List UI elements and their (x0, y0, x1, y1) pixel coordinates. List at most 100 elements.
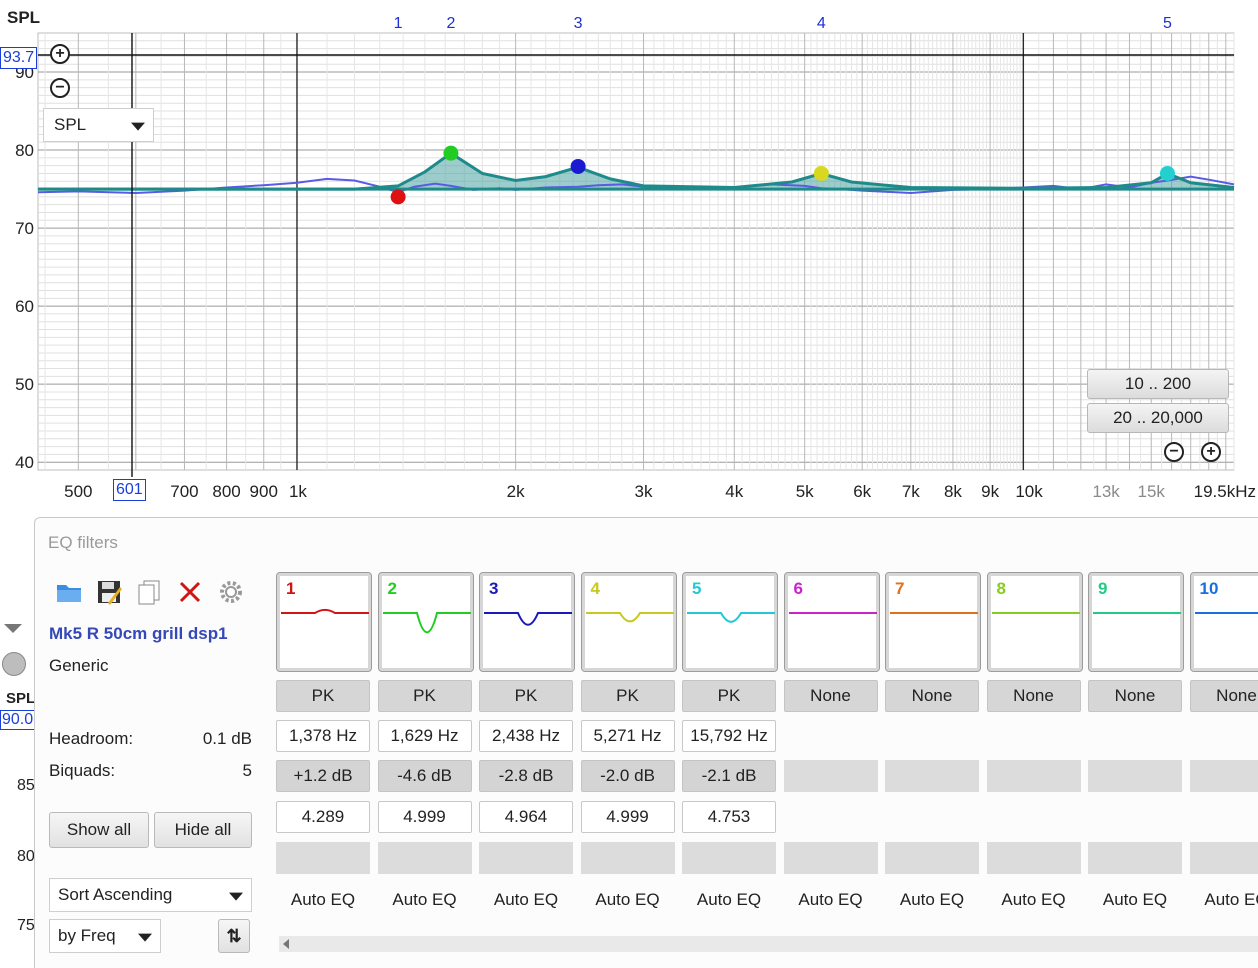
filter-thumbnail[interactable]: 2 (378, 572, 474, 672)
filter-handle-2[interactable] (443, 146, 458, 161)
filter-frequency-field[interactable]: 1,378 Hz (276, 720, 370, 752)
filter-thumbnail[interactable]: 1 (276, 572, 372, 672)
filter-thumbnail[interactable]: 5 (682, 572, 778, 672)
filter-handles[interactable] (391, 146, 1175, 205)
filter-extra-empty (276, 842, 370, 874)
filter-handle-4[interactable] (814, 166, 829, 181)
filter-thumbnail[interactable]: 4 (581, 572, 677, 672)
filter-mode-label[interactable]: Auto EQ (581, 884, 675, 916)
range-20-20000-button[interactable]: 20 .. 20,000 (1087, 403, 1229, 433)
filter-q-empty (885, 801, 979, 833)
copy-icon[interactable] (135, 578, 163, 606)
filter-type-select[interactable]: PK (378, 680, 472, 712)
filter-frequency-field[interactable]: 1,629 Hz (378, 720, 472, 752)
filter-mode-label[interactable]: Auto EQ (885, 884, 979, 916)
filter-frequency-field[interactable]: 2,438 Hz (479, 720, 573, 752)
filter-extra-empty (987, 842, 1081, 874)
filter-q-field[interactable]: 4.964 (479, 801, 573, 833)
filter-type-select[interactable]: None (987, 680, 1081, 712)
x-tick-label: 10k (1015, 482, 1043, 501)
filter-type-select[interactable]: PK (581, 680, 675, 712)
filter-thumbnail[interactable]: 7 (885, 572, 981, 672)
filter-q-field[interactable]: 4.999 (581, 801, 675, 833)
measurement-select-value: SPL (54, 115, 86, 135)
open-folder-icon[interactable] (55, 578, 83, 606)
zoom-out-icon[interactable]: − (50, 78, 70, 98)
filter-response-icon (886, 573, 981, 672)
filter-mode-label[interactable]: Auto EQ (784, 884, 878, 916)
scroll-left-icon[interactable] (283, 939, 289, 949)
filter-gain-empty (885, 760, 979, 792)
filter-mode-label[interactable]: Auto EQ (1088, 884, 1182, 916)
filter-marker-number: 1 (394, 15, 403, 32)
sort-arrows-icon: ⇅ (226, 926, 241, 947)
filter-frequency-field[interactable]: 15,792 Hz (682, 720, 776, 752)
zoom-out-x-icon[interactable]: − (1164, 442, 1184, 462)
filter-gain-field[interactable]: -2.8 dB (479, 760, 573, 792)
filter-marker-number: 2 (446, 15, 455, 32)
filter-mode-label[interactable]: Auto EQ (682, 884, 776, 916)
y-tick-label: 70 (15, 219, 34, 238)
filter-thumbnail[interactable]: 3 (479, 572, 575, 672)
filter-mode-label[interactable]: Auto EQ (378, 884, 472, 916)
filter-type-select[interactable]: PK (276, 680, 370, 712)
filter-thumbnail[interactable]: 10 (1190, 572, 1258, 672)
filter-response-icon (582, 573, 677, 672)
filter-handle-3[interactable] (571, 159, 586, 174)
save-icon[interactable] (95, 578, 123, 606)
filter-q-field[interactable]: 4.753 (682, 801, 776, 833)
filter-thumbnail[interactable]: 6 (784, 572, 880, 672)
filter-q-field[interactable]: 4.289 (276, 801, 370, 833)
filter-gain-empty (784, 760, 878, 792)
sort-direction-button[interactable]: ⇅ (218, 919, 250, 953)
filter-gain-field[interactable]: -2.0 dB (581, 760, 675, 792)
filter-q-empty (784, 801, 878, 833)
measurement-select[interactable]: SPL (43, 108, 154, 142)
filter-thumbnail[interactable]: 8 (987, 572, 1083, 672)
sort-order-select[interactable]: Sort Ascending (49, 878, 252, 912)
filter-q-empty (987, 801, 1081, 833)
filter-mode-label[interactable]: Auto EQ (479, 884, 573, 916)
chevron-down-icon (131, 123, 145, 131)
filter-thumbnail[interactable]: 9 (1088, 572, 1184, 672)
filter-gain-field[interactable]: -2.1 dB (682, 760, 776, 792)
filter-type-select[interactable]: None (1088, 680, 1182, 712)
zoom-in-x-icon[interactable]: + (1201, 442, 1221, 462)
filter-mode-label[interactable]: Auto EQ (1190, 884, 1258, 916)
eq-filters-panel: EQ filters Mk5 R 50cm grill dsp1 Generic… (34, 517, 1258, 968)
filter-handle-1[interactable] (391, 189, 406, 204)
filter-mode-label[interactable]: Auto EQ (276, 884, 370, 916)
headroom-label: Headroom: (49, 729, 133, 749)
filter-type-select[interactable]: None (1190, 680, 1258, 712)
zoom-in-icon[interactable]: + (50, 44, 70, 64)
filter-q-field[interactable]: 4.999 (378, 801, 472, 833)
filter-handle-5[interactable] (1160, 166, 1175, 181)
x-tick-label: 6k (853, 482, 871, 501)
filter-type-select[interactable]: None (784, 680, 878, 712)
filter-type-select[interactable]: PK (479, 680, 573, 712)
filter-extra-empty (682, 842, 776, 874)
biquads-label: Biquads: (49, 761, 115, 781)
measurement-name: Mk5 R 50cm grill dsp1 (49, 624, 228, 644)
sort-by-select[interactable]: by Freq (49, 919, 161, 953)
filter-mode-label[interactable]: Auto EQ (987, 884, 1081, 916)
filter-frequency-field[interactable]: 5,271 Hz (581, 720, 675, 752)
sort-order-value: Sort Ascending (58, 885, 172, 905)
collapse-arrow-icon[interactable] (4, 624, 22, 633)
horizontal-scrollbar[interactable] (279, 936, 1258, 952)
range-10-200-button[interactable]: 10 .. 200 (1087, 369, 1229, 399)
filter-type-select[interactable]: None (885, 680, 979, 712)
hide-all-button[interactable]: Hide all (154, 812, 252, 848)
filter-extra-empty (581, 842, 675, 874)
filter-marker-number: 4 (817, 15, 826, 32)
delete-icon[interactable] (176, 578, 204, 606)
x-tick-label: 8k (944, 482, 962, 501)
filter-type-select[interactable]: PK (682, 680, 776, 712)
gear-icon[interactable] (217, 578, 245, 606)
filter-gain-field[interactable]: +1.2 dB (276, 760, 370, 792)
show-all-button[interactable]: Show all (49, 812, 149, 848)
filter-gain-field[interactable]: -4.6 dB (378, 760, 472, 792)
filter-response-icon (480, 573, 575, 672)
filter-frequency-empty (784, 720, 878, 752)
